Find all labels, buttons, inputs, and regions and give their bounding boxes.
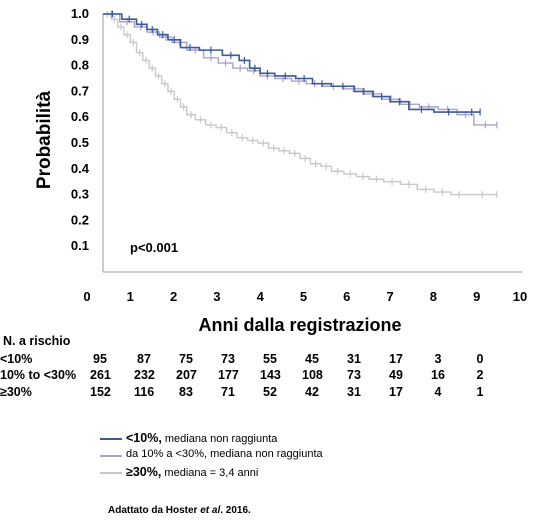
legend-swatch [100,472,122,474]
y-tick-label: 0.2 [71,212,89,227]
legend-label: da 10% a <30%, mediana non raggiunta [126,448,323,460]
risk-cell: 52 [263,385,277,399]
risk-cell: 31 [347,352,361,366]
risk-cell: 45 [305,352,319,366]
x-tick-label: 4 [257,289,265,304]
x-tick-labels: 0 1 2 3 4 5 6 7 8 9 10 [83,289,527,304]
risk-cell: 73 [221,352,235,366]
y-tick-label: 0.8 [71,58,89,73]
legend-label: ≥30%, mediana = 3,4 anni [126,465,259,479]
risk-cell: 83 [179,385,193,399]
risk-row: ≥30% 152 116 83 71 52 42 31 17 4 1 [0,385,537,401]
y-tick-label: 0.9 [71,32,89,47]
risk-cell: 143 [260,368,281,382]
y-tick-label: 0.4 [71,161,90,176]
legend-swatch [100,438,122,440]
x-axis-label: Anni dalla registrazione [198,315,401,335]
risk-cell: 75 [179,352,193,366]
y-axis-label: Probabilità [34,90,55,189]
risk-cell: 152 [90,385,111,399]
x-tick-label: 0 [83,289,90,304]
series-layer [103,10,498,199]
km-curve [103,13,481,113]
risk-cell: 31 [347,385,361,399]
risk-cell: 49 [389,368,403,382]
risk-cell: 16 [431,368,445,382]
risk-cell: 177 [218,368,239,382]
y-tick-label: 0.1 [71,238,89,253]
risk-cell: 108 [302,368,323,382]
source-prefix: Adattato da Hoster [108,505,201,516]
risk-cell: 17 [389,352,403,366]
risk-cell: 4 [434,385,442,399]
y-tick-label: 0.7 [71,83,89,98]
risk-cell: 207 [176,368,197,382]
risk-row: 10% to <30% 261 232 207 177 143 108 73 49 16 2 [0,368,537,384]
legend-label: <10%, mediana non raggiunta [126,431,278,445]
legend-swatch [100,455,122,457]
x-tick-label: 10 [513,289,527,304]
x-tick-label: 1 [127,289,134,304]
x-tick-label: 7 [386,289,393,304]
risk-cell: 2 [476,368,484,382]
x-tick-label: 9 [473,289,480,304]
x-tick-label: 8 [430,289,437,304]
risk-cell: 17 [389,385,403,399]
risk-cell: 3 [434,352,442,366]
risk-cell: 116 [134,385,155,399]
risk-row: <10% 95 87 75 73 55 45 31 17 3 0 [0,352,537,368]
source-note: Adattato da Hoster et al. 2016. [108,505,251,516]
y-tick-label: 0.3 [71,187,89,202]
km-curve [103,13,497,126]
risk-cell: 261 [90,368,111,382]
y-tick-label: 0.6 [71,109,89,124]
risk-cell: 55 [263,352,277,366]
y-tick-label: 1.0 [71,6,89,21]
x-tick-label: 5 [300,289,307,304]
risk-row-label: <10% [0,352,33,366]
risk-row-label: 10% to <30% [0,368,77,382]
risk-cell: 71 [221,385,235,399]
risk-cell: 87 [137,352,151,366]
risk-cell: 42 [305,385,319,399]
risk-cell: 73 [347,368,361,382]
plot-axes [102,14,522,273]
x-tick-label: 2 [170,289,177,304]
risk-cell: 95 [93,352,107,366]
risk-cell: 0 [476,352,484,366]
risk-cell: 1 [476,385,484,399]
y-tick-label: 0.5 [71,135,89,150]
risk-cell: 232 [134,368,155,382]
p-value-annotation: p<0.001 [130,240,178,255]
risk-row-label: ≥30% [0,385,32,399]
x-tick-label: 3 [213,289,220,304]
risk-table-title: N. a rischio [3,334,71,348]
source-suffix: . 2016. [220,505,251,516]
y-tick-labels: 0.1 0.2 0.3 0.4 0.5 0.6 0.7 0.8 0.9 1.0 [71,6,90,253]
x-tick-label: 6 [343,289,350,304]
km-curve [103,13,497,196]
source-italic: et al [200,505,221,516]
